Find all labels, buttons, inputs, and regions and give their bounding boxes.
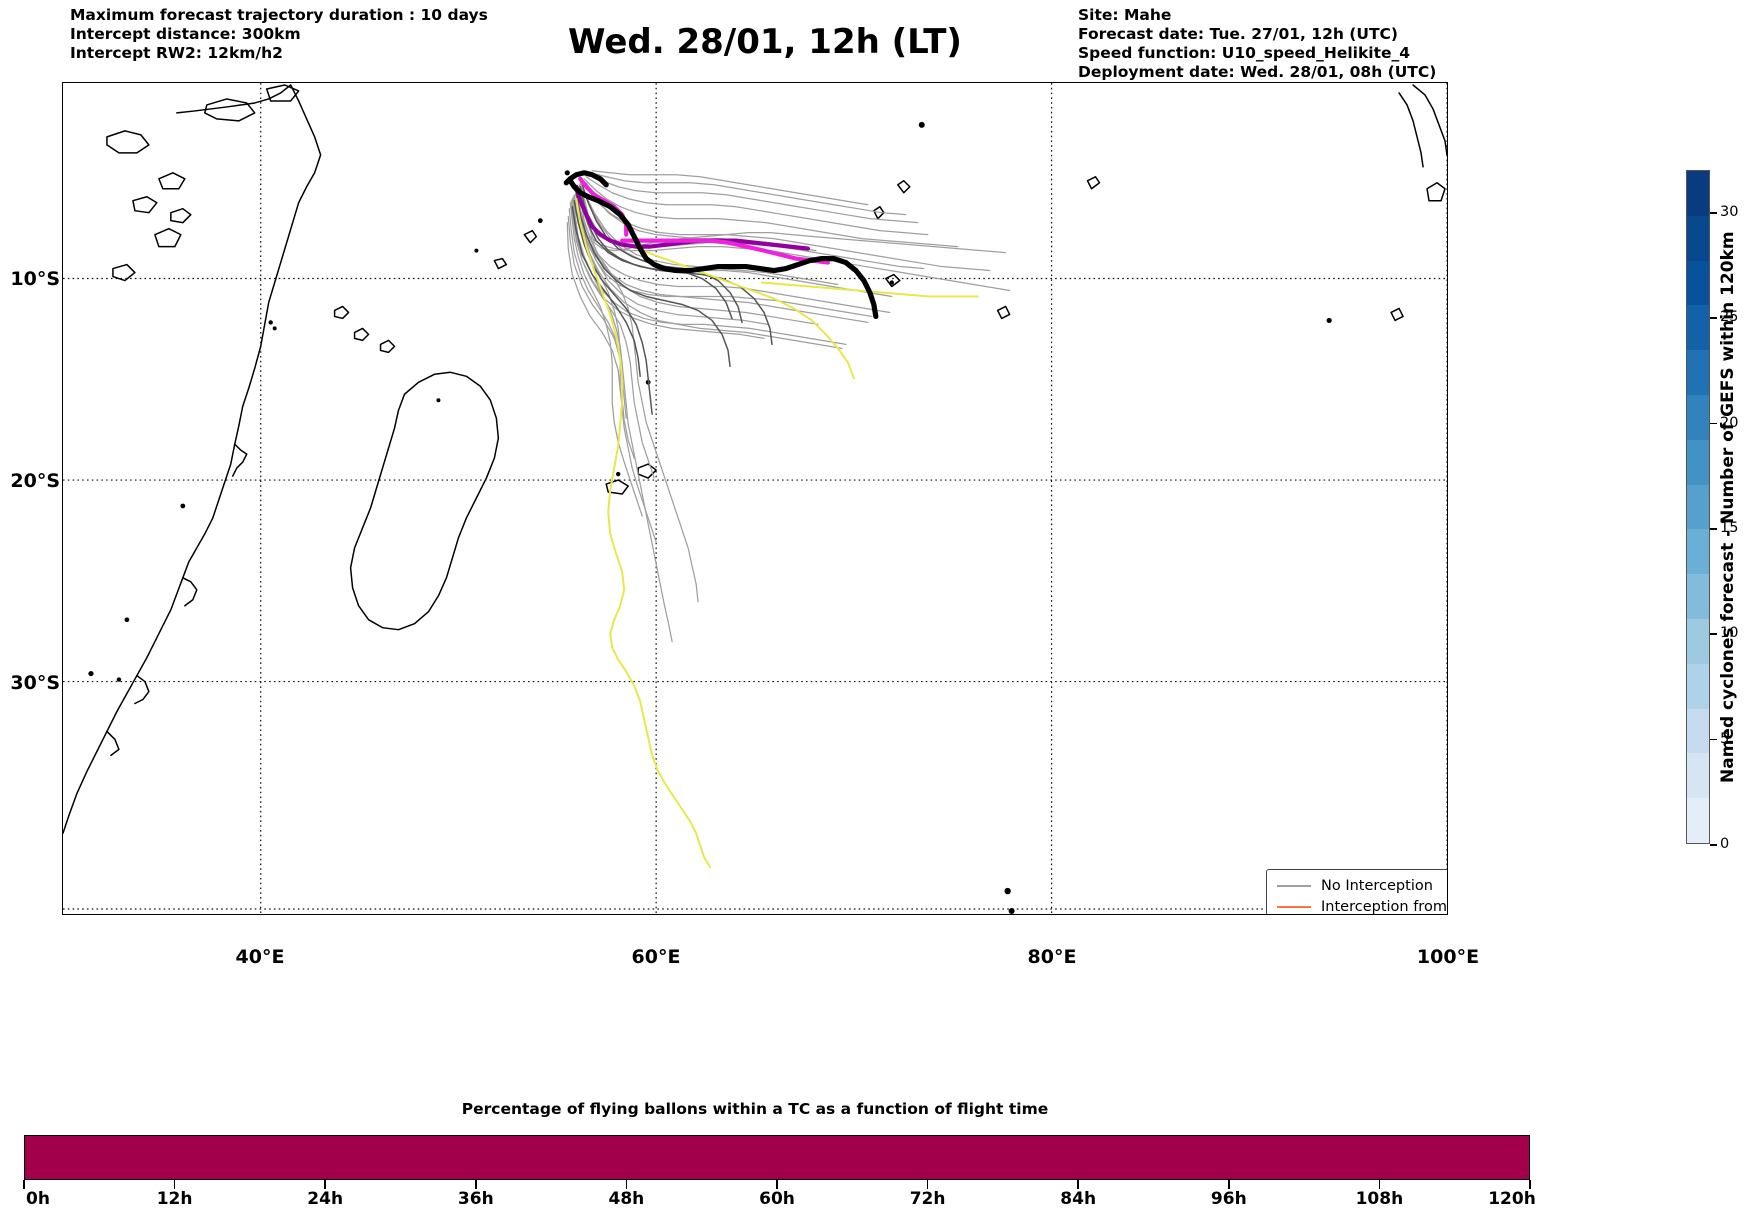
time-axis-tick — [625, 1180, 628, 1189]
time-axis-label: 84h — [1060, 1189, 1097, 1209]
colorbar-segment — [1687, 663, 1709, 709]
trajectory-analysis — [563, 170, 879, 320]
time-axis-tick — [475, 1180, 477, 1189]
colorbar-gradient — [1686, 170, 1710, 844]
colorbar-tick — [1710, 844, 1717, 846]
time-axis-label: 36h — [457, 1189, 494, 1209]
time-axis-label: 96h — [1210, 1189, 1247, 1209]
lat-tick-10s: 10°S — [10, 268, 60, 290]
time-axis-label: 60h — [759, 1189, 795, 1209]
trajectories-dark-grey — [571, 184, 773, 415]
lat-tick-30s: 30°S — [10, 672, 60, 694]
colorbar: 0 5 10 15 20 25 30 — [1686, 170, 1738, 852]
legend-label-no-interception: No Interception — [1321, 878, 1433, 895]
legend-swatch-no-interception — [1273, 881, 1315, 891]
lat-tick-20s: 20°S — [10, 470, 60, 492]
lon-tick-80e: 80°E — [1027, 946, 1077, 968]
colorbar-title: Named cyclones forecast - Number of GEFS… — [1718, 231, 1738, 783]
time-axis-tick — [1228, 1180, 1230, 1189]
time-axis-tick — [1378, 1180, 1381, 1189]
percentage-bar-panel[interactable] — [24, 1135, 1530, 1180]
legend-label-named-cyclone: Interception from Named cyclone — [1321, 898, 1447, 915]
colorbar-tick-label: 5 — [1720, 730, 1730, 747]
time-axis-tick — [23, 1180, 25, 1189]
map-gridlines — [63, 83, 1447, 914]
colorbar-tick — [1710, 317, 1717, 319]
colorbar-segment — [1687, 484, 1709, 530]
colorbar-segment — [1687, 305, 1709, 351]
colorbar-segment — [1687, 260, 1709, 306]
trajectories-trochoid — [575, 197, 979, 869]
legend-swatch-named-cyclone — [1273, 902, 1315, 912]
lon-tick-40e: 40°E — [235, 946, 285, 968]
colorbar-segment — [1687, 574, 1709, 620]
colorbar-tick-label: 0 — [1720, 836, 1730, 852]
colorbar-tick — [1710, 528, 1717, 530]
percentage-bar-fill — [25, 1136, 1529, 1179]
time-axis-label: 12h — [156, 1189, 193, 1209]
colorbar-segment — [1687, 171, 1709, 216]
legend-item-named-cyclone[interactable]: Interception from Named cyclone — [1273, 897, 1447, 915]
bottom-chart-title: Percentage of flying ballons within a TC… — [461, 1100, 1049, 1118]
colorbar-tick — [1710, 212, 1717, 214]
time-axis-tick — [324, 1180, 326, 1189]
colorbar-tick-label: 10 — [1720, 625, 1739, 642]
colorbar-tick-label: 30 — [1720, 204, 1739, 221]
colorbar-segment — [1687, 753, 1709, 799]
colorbar-segment — [1687, 619, 1709, 664]
map-canvas — [63, 83, 1447, 914]
time-axis-label: 24h — [307, 1189, 344, 1209]
colorbar-tick — [1710, 738, 1717, 741]
lon-tick-100e: 100°E — [1416, 946, 1480, 968]
time-axis-label: 108h — [1355, 1189, 1404, 1209]
colorbar-tick-label: 25 — [1720, 309, 1739, 326]
colorbar-tick — [1710, 633, 1717, 635]
coastlines — [63, 84, 1447, 834]
time-axis-tick — [1077, 1180, 1079, 1189]
time-axis-tick — [1529, 1180, 1531, 1189]
colorbar-segment — [1687, 798, 1709, 843]
time-axis-label: 120h — [1488, 1189, 1536, 1209]
header-left-info: Maximum forecast trajectory duration : 1… — [70, 6, 488, 62]
map-legend: No Interception Interception from Named … — [1266, 869, 1447, 915]
header-right-info: Site: Mahe Forecast date: Tue. 27/01, 12… — [1078, 6, 1437, 81]
island-dots — [88, 121, 1332, 914]
time-axis-tick — [776, 1180, 778, 1189]
legend-item-no-interception[interactable]: No Interception — [1273, 876, 1447, 897]
time-axis-label: 0h — [26, 1189, 50, 1209]
colorbar-tick-label: 20 — [1720, 414, 1739, 431]
colorbar-segment — [1687, 350, 1709, 396]
lon-tick-60e: 60°E — [631, 946, 681, 968]
colorbar-segment — [1687, 529, 1709, 575]
colorbar-tick — [1710, 422, 1717, 425]
page-title: Wed. 28/01, 12h (LT) — [568, 22, 962, 62]
time-axis-label: 48h — [608, 1189, 645, 1209]
colorbar-segment — [1687, 708, 1709, 754]
map-panel[interactable]: No Interception Interception from Named … — [62, 82, 1448, 915]
time-axis-label: 72h — [909, 1189, 946, 1209]
colorbar-segment — [1687, 215, 1709, 261]
colorbar-tick-label: 15 — [1720, 520, 1739, 537]
time-axis-tick — [926, 1180, 929, 1189]
time-axis-tick — [173, 1180, 176, 1189]
colorbar-segment — [1687, 439, 1709, 485]
colorbar-segment — [1687, 395, 1709, 440]
